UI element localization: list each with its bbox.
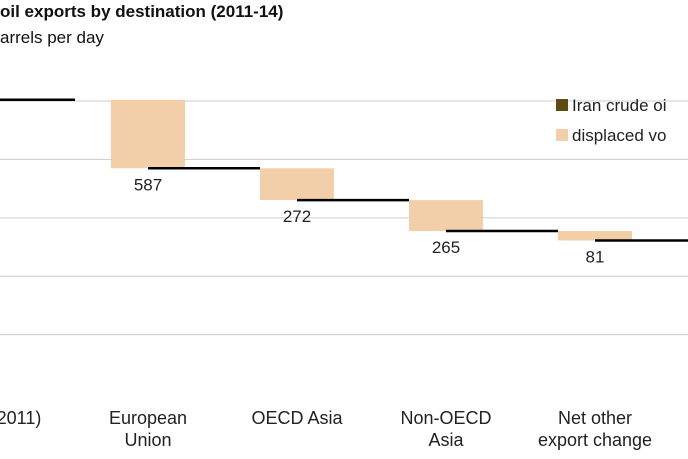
category-tick-label: OECD Asia [251, 408, 343, 428]
data-label: 272 [283, 207, 311, 226]
category-tick-label: Net other [558, 408, 632, 428]
category-tick-label: Non-OECD [400, 408, 491, 428]
data-label-total: 511 [0, 236, 2, 255]
chart-subtitle: arrels per day [0, 28, 104, 47]
legend-swatch [556, 99, 568, 111]
legend-swatch [556, 129, 568, 141]
data-label: 265 [432, 238, 460, 257]
data-label: 81 [586, 247, 605, 266]
bar-displaced [558, 231, 632, 241]
bar-displaced [260, 168, 334, 201]
legend-label: Iran crude oi [572, 96, 667, 115]
legend-label: displaced vo [572, 126, 667, 145]
data-label: 587 [134, 175, 162, 194]
category-tick-label: Union [124, 430, 171, 450]
category-tick-label: 2011) [0, 408, 41, 428]
bar-displaced [409, 200, 483, 232]
bar-displaced [111, 99, 185, 169]
category-tick-label: export change [538, 430, 652, 450]
category-tick-label: Asia [428, 430, 464, 450]
category-tick-label: European [109, 408, 187, 428]
chart-title: oil exports by destination (2011-14) [0, 2, 284, 21]
